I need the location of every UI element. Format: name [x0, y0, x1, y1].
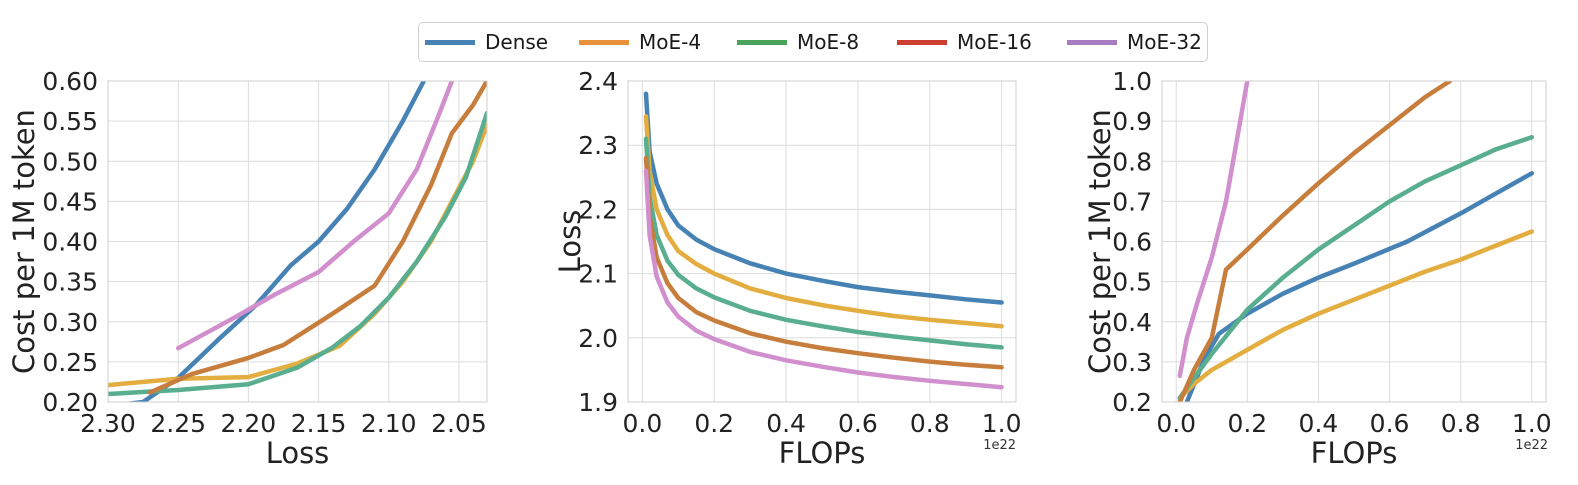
y-axis-label: Loss	[553, 210, 587, 274]
x-tick-label: 0.2	[694, 409, 734, 438]
x-axis-label: FLOPs	[1311, 436, 1398, 470]
plot-frame	[107, 80, 488, 403]
legend-swatch	[897, 39, 947, 45]
x-offset-label: 1e22	[1515, 438, 1548, 453]
legend-item-moe-16: MoE-16	[897, 23, 1032, 61]
y-tick-label: 2.3	[578, 131, 618, 160]
chart-panel-1: 2.30 2.25 2.20 2.15 2.10 2.05 0.20 0.25 0.30 0.35…	[7, 67, 488, 470]
x-tick-label: 0.4	[766, 409, 806, 438]
series-line-moe-16	[643, 155, 1004, 370]
x-axis-label: Loss	[266, 436, 330, 470]
series-line-moe-16	[1177, 81, 1453, 402]
series-line-moe-32	[643, 168, 1004, 390]
x-tick-label: 0.0	[1156, 409, 1196, 438]
y-tick-label: 0.4	[1112, 308, 1152, 337]
series-line-moe-4	[643, 114, 1004, 329]
legend-item-moe-32: MoE-32	[1067, 23, 1202, 61]
y-tick-label: 0.2	[1112, 388, 1152, 417]
x-tick-label: 0.6	[1370, 409, 1410, 438]
legend-swatch	[737, 39, 787, 45]
legend: Dense MoE-4 MoE-8 MoE-16 MoE-32	[418, 22, 1208, 62]
y-tick-label: 0.50	[42, 147, 98, 176]
series-line-dense	[123, 81, 427, 402]
legend-label: MoE-16	[957, 30, 1032, 54]
x-tick-label: 2.05	[431, 409, 487, 438]
y-tick-label: 2.0	[578, 324, 618, 353]
x-tick-label: 2.25	[150, 409, 206, 438]
plot-frame	[1161, 80, 1547, 403]
y-tick-label: 0.9	[1112, 107, 1152, 136]
legend-label: MoE-4	[639, 30, 702, 54]
y-tick-label: 0.25	[42, 348, 98, 377]
series-line-dense	[1184, 171, 1535, 402]
y-tick-label: 0.60	[42, 67, 98, 96]
legend-label: Dense	[485, 30, 549, 54]
series-line-dense	[643, 91, 1004, 305]
legend-label: MoE-32	[1127, 30, 1202, 54]
x-tick-label: 2.10	[361, 409, 417, 438]
y-tick-label: 0.5	[1112, 268, 1152, 297]
chart-panel-2: 0.0 0.2 0.4 0.6 0.8 1.0 1.9 2.0 2.1 2.2 2.3 2.4 FLOP…	[553, 67, 1022, 470]
series-line-moe-8	[108, 110, 487, 397]
y-tick-label: 0.45	[42, 187, 98, 216]
y-tick-label: 2.1	[578, 260, 618, 289]
series-line-moe-8	[643, 136, 1004, 350]
x-tick-label: 2.15	[291, 409, 347, 438]
x-tick-label: 1.0	[1512, 409, 1552, 438]
x-axis-label: FLOPs	[779, 436, 866, 470]
series-line-moe-16	[147, 81, 487, 395]
legend-item-dense: Dense	[425, 23, 548, 61]
x-tick-label: 0.2	[1227, 409, 1267, 438]
y-tick-label: 0.7	[1112, 187, 1152, 216]
x-tick-label: 2.20	[221, 409, 277, 438]
y-tick-label: 0.20	[42, 388, 98, 417]
legend-swatch	[579, 39, 629, 45]
y-tick-label: 2.2	[578, 195, 618, 224]
y-tick-label: 1.0	[1112, 67, 1152, 96]
series-line-moe-4	[108, 122, 487, 388]
y-tick-label: 0.30	[42, 308, 98, 337]
y-tick-label: 0.55	[42, 107, 98, 136]
plot-frame	[627, 80, 1017, 403]
legend-swatch	[425, 39, 475, 45]
x-tick-label: 0.6	[838, 409, 878, 438]
y-tick-label: 0.8	[1112, 147, 1152, 176]
x-tick-label: 1.0	[982, 409, 1022, 438]
y-tick-label: 0.40	[42, 228, 98, 257]
x-tick-label: 0.0	[622, 409, 662, 438]
x-offset-label: 1e22	[983, 438, 1016, 453]
y-axis-label: Cost per 1M token	[7, 109, 41, 374]
y-tick-label: 2.4	[578, 67, 618, 96]
y-tick-label: 0.35	[42, 268, 98, 297]
series-line-moe-4	[1177, 229, 1535, 401]
y-axis-label: Cost per 1M token	[1083, 109, 1117, 374]
legend-swatch	[1067, 39, 1117, 45]
x-tick-label: 0.8	[1441, 409, 1481, 438]
x-tick-label: 0.8	[910, 409, 950, 438]
y-tick-label: 0.3	[1112, 348, 1152, 377]
series-line-moe-8	[1177, 134, 1535, 401]
chart-panel-3: 0.0 0.2 0.4 0.6 0.8 1.00.20.30.40.50.60.70.80…	[1083, 67, 1552, 470]
y-tick-label: 1.9	[578, 388, 618, 417]
legend-label: MoE-8	[797, 30, 860, 54]
series-line-moe-32	[175, 81, 455, 351]
series-line-moe-32	[1177, 81, 1250, 379]
legend-item-moe-8: MoE-8	[737, 23, 859, 61]
x-tick-label: 2.30	[80, 409, 136, 438]
x-tick-label: 0.4	[1299, 409, 1339, 438]
legend-item-moe-4: MoE-4	[579, 23, 701, 61]
y-tick-label: 0.6	[1112, 228, 1152, 257]
